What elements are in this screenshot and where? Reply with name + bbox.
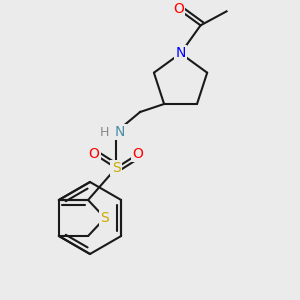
Text: N: N bbox=[176, 46, 186, 60]
Text: O: O bbox=[173, 2, 184, 16]
Text: N: N bbox=[115, 125, 125, 139]
Text: S: S bbox=[100, 211, 109, 225]
Text: S: S bbox=[112, 161, 121, 175]
Text: H: H bbox=[99, 125, 109, 139]
Text: O: O bbox=[89, 147, 100, 161]
Text: O: O bbox=[133, 147, 143, 161]
